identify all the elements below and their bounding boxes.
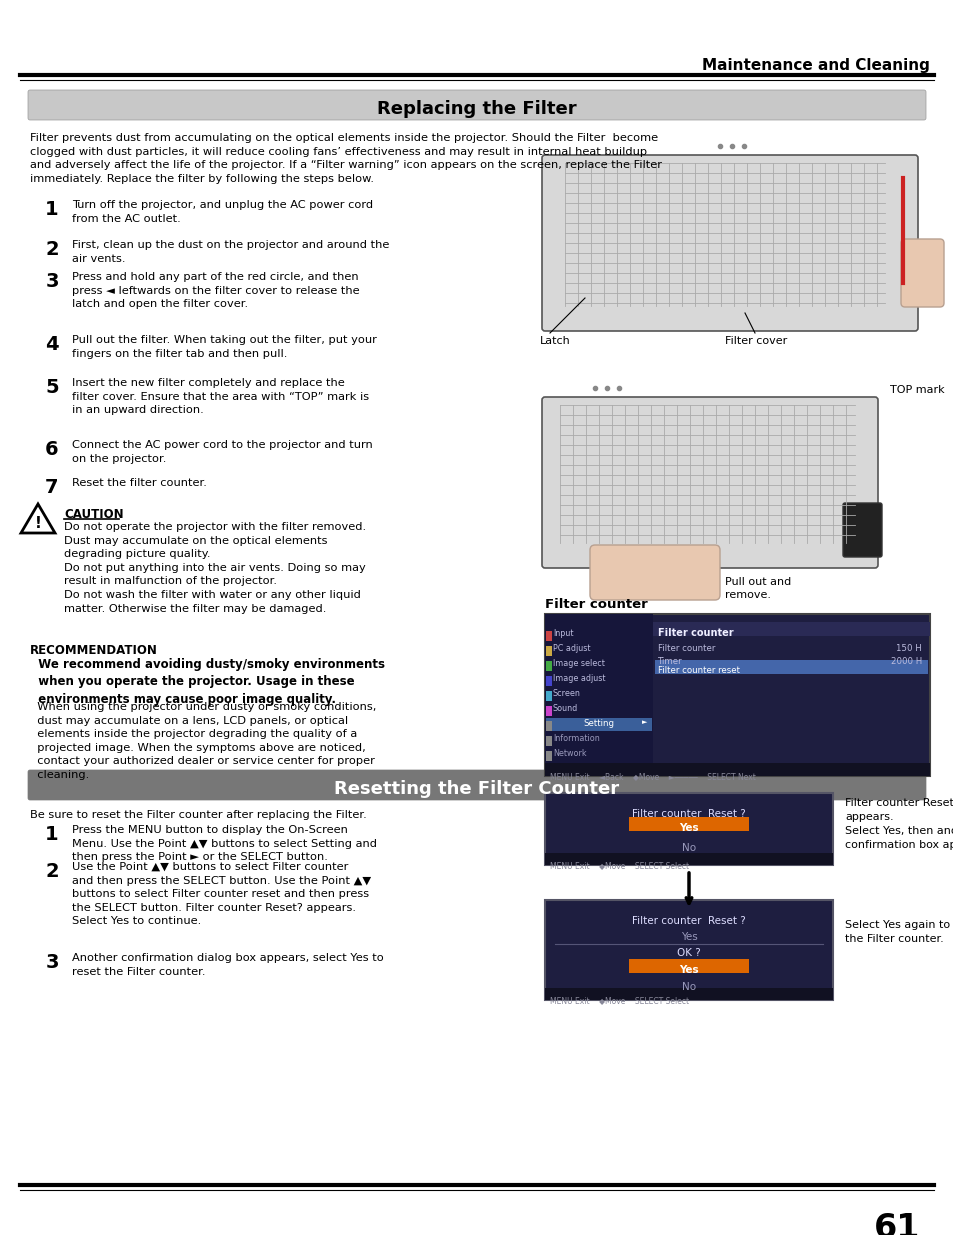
Text: 2000 H: 2000 H (890, 657, 921, 666)
Text: Filter cover: Filter cover (724, 336, 786, 346)
Text: RECOMMENDATION: RECOMMENDATION (30, 643, 157, 657)
Text: Maintenance and Cleaning: Maintenance and Cleaning (701, 58, 929, 73)
Text: PC adjust: PC adjust (553, 643, 590, 653)
Text: Filter counter: Filter counter (658, 629, 733, 638)
Text: MENU Exit    ◆Move    SELECT Select: MENU Exit ◆Move SELECT Select (550, 861, 688, 869)
FancyBboxPatch shape (28, 769, 925, 800)
Text: Yes: Yes (679, 965, 699, 974)
Text: Information: Information (553, 734, 599, 743)
Text: Yes: Yes (679, 823, 699, 832)
Text: Filter counter  Reset ?: Filter counter Reset ? (632, 916, 745, 926)
Text: No: No (681, 844, 696, 853)
Text: Pull out and
remove.: Pull out and remove. (724, 577, 790, 600)
Text: 4: 4 (45, 335, 59, 354)
FancyBboxPatch shape (544, 793, 832, 864)
Text: Screen: Screen (553, 689, 580, 698)
Text: 2: 2 (45, 862, 59, 881)
FancyBboxPatch shape (544, 763, 929, 776)
Text: Resetting the Filter Counter: Resetting the Filter Counter (335, 781, 618, 798)
Text: TOP mark: TOP mark (889, 385, 943, 395)
Text: Do not operate the projector with the filter removed.
Dust may accumulate on the: Do not operate the projector with the fi… (64, 522, 366, 614)
Text: We recommend avoiding dusty/smoky environments
  when you operate the projector.: We recommend avoiding dusty/smoky enviro… (30, 658, 385, 706)
Text: First, clean up the dust on the projector and around the
air vents.: First, clean up the dust on the projecto… (71, 240, 389, 263)
Text: Image select: Image select (553, 659, 604, 668)
Text: Filter counter: Filter counter (658, 643, 715, 653)
Text: Network: Network (553, 748, 586, 758)
Text: Setting: Setting (583, 719, 614, 727)
Text: Pull out the filter. When taking out the filter, put your
fingers on the filter : Pull out the filter. When taking out the… (71, 335, 376, 358)
Text: 1: 1 (45, 825, 59, 844)
Text: 2: 2 (45, 240, 59, 259)
Text: ►: ► (641, 719, 647, 725)
Text: Press and hold any part of the red circle, and then
press ◄ leftwards on the fil: Press and hold any part of the red circl… (71, 272, 359, 309)
Text: Sound: Sound (553, 704, 578, 713)
FancyBboxPatch shape (628, 960, 748, 973)
FancyBboxPatch shape (544, 988, 832, 1000)
Text: Replacing the Filter: Replacing the Filter (376, 100, 577, 119)
FancyBboxPatch shape (900, 240, 943, 308)
Text: When using the projector under dusty or smoky conditions,
  dust may accumulate : When using the projector under dusty or … (30, 701, 376, 781)
FancyBboxPatch shape (545, 718, 651, 731)
Text: Filter counter Reset?
appears.
Select Yes, then another
confirmation box appears: Filter counter Reset? appears. Select Ye… (844, 798, 953, 850)
FancyBboxPatch shape (842, 503, 882, 557)
Text: 5: 5 (45, 378, 59, 396)
Text: 61: 61 (873, 1212, 919, 1235)
FancyBboxPatch shape (628, 818, 748, 831)
Text: Another confirmation dialog box appears, select Yes to
reset the Filter counter.: Another confirmation dialog box appears,… (71, 953, 383, 977)
FancyBboxPatch shape (589, 545, 720, 600)
Text: 150 H: 150 H (895, 643, 921, 653)
FancyBboxPatch shape (544, 614, 929, 776)
FancyBboxPatch shape (541, 156, 917, 331)
Text: Select Yes again to reset
the Filter counter.: Select Yes again to reset the Filter cou… (844, 920, 953, 944)
FancyBboxPatch shape (545, 692, 552, 701)
Text: Latch: Latch (539, 336, 570, 346)
Text: Yes: Yes (679, 932, 697, 942)
Text: !: ! (34, 515, 41, 531)
Text: Filter prevents dust from accumulating on the optical elements inside the projec: Filter prevents dust from accumulating o… (30, 133, 661, 184)
Text: 3: 3 (45, 272, 59, 291)
Text: 3: 3 (45, 953, 59, 972)
FancyBboxPatch shape (545, 631, 552, 641)
Text: OK ?: OK ? (677, 948, 700, 958)
Text: Filter counter reset: Filter counter reset (658, 666, 740, 676)
Text: No: No (681, 982, 696, 992)
Text: Press the MENU button to display the On-Screen
Menu. Use the Point ▲▼ buttons to: Press the MENU button to display the On-… (71, 825, 376, 862)
Text: Image adjust: Image adjust (553, 674, 605, 683)
FancyBboxPatch shape (545, 751, 552, 761)
Text: 7: 7 (45, 478, 59, 496)
FancyBboxPatch shape (545, 646, 552, 656)
Text: MENU Exit    ◄Back    ◆Move    ►─────    SELECT Next: MENU Exit ◄Back ◆Move ►───── SELECT Next (550, 772, 755, 781)
Text: Be sure to reset the Filter counter after replacing the Filter.: Be sure to reset the Filter counter afte… (30, 810, 366, 820)
Text: 6: 6 (45, 440, 59, 459)
Text: Reset the filter counter.: Reset the filter counter. (71, 478, 207, 488)
FancyBboxPatch shape (544, 853, 832, 864)
FancyBboxPatch shape (541, 396, 877, 568)
FancyBboxPatch shape (545, 661, 552, 671)
Text: Connect the AC power cord to the projector and turn
on the projector.: Connect the AC power cord to the project… (71, 440, 373, 463)
Text: 1: 1 (45, 200, 59, 219)
FancyBboxPatch shape (545, 721, 552, 731)
Text: CAUTION: CAUTION (64, 508, 124, 521)
FancyBboxPatch shape (545, 676, 552, 685)
Text: Turn off the projector, and unplug the AC power cord
from the AC outlet.: Turn off the projector, and unplug the A… (71, 200, 373, 224)
FancyBboxPatch shape (655, 659, 927, 674)
Text: Insert the new filter completely and replace the
filter cover. Ensure that the a: Insert the new filter completely and rep… (71, 378, 369, 415)
FancyBboxPatch shape (545, 706, 552, 716)
FancyBboxPatch shape (544, 900, 832, 1000)
Text: Use the Point ▲▼ buttons to select Filter counter
and then press the SELECT butt: Use the Point ▲▼ buttons to select Filte… (71, 862, 371, 926)
FancyBboxPatch shape (544, 614, 652, 776)
FancyBboxPatch shape (545, 736, 552, 746)
Text: Filter counter  Reset ?: Filter counter Reset ? (632, 809, 745, 819)
Text: MENU Exit    ◆Move    SELECT Select: MENU Exit ◆Move SELECT Select (550, 995, 688, 1005)
FancyBboxPatch shape (28, 90, 925, 120)
Text: Filter counter: Filter counter (544, 598, 647, 611)
FancyBboxPatch shape (652, 622, 929, 636)
Text: Input: Input (553, 629, 573, 638)
Text: Timer: Timer (658, 657, 682, 666)
